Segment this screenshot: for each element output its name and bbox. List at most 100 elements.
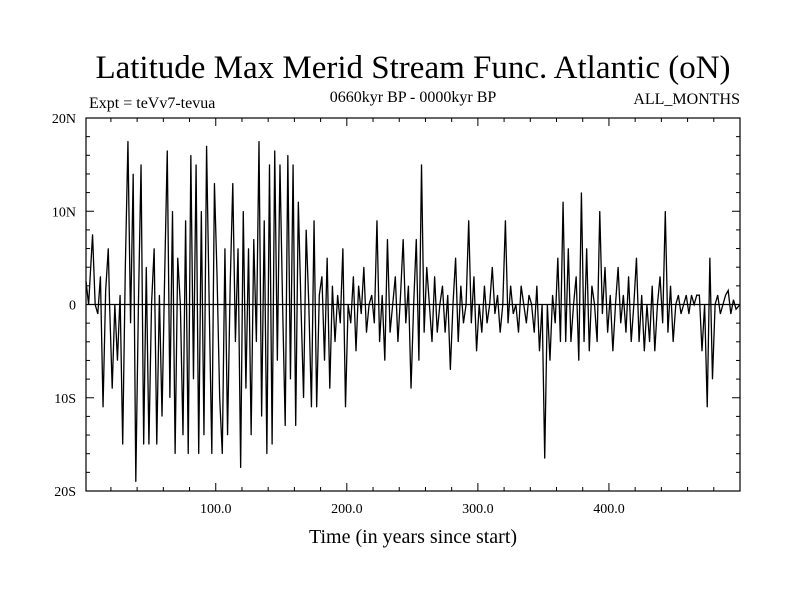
data-point <box>216 276 218 277</box>
data-point <box>533 332 535 333</box>
data-point <box>683 304 685 305</box>
data-point <box>617 266 619 268</box>
data-point <box>195 164 197 166</box>
data-point <box>659 276 661 277</box>
data-point <box>528 294 530 296</box>
data-point <box>478 304 480 305</box>
data-point <box>271 443 273 445</box>
data-point <box>143 443 145 445</box>
data-point <box>426 266 428 268</box>
data-point <box>394 276 396 277</box>
data-point <box>657 304 658 305</box>
data-point <box>219 397 221 399</box>
data-point <box>586 248 588 249</box>
data-point <box>206 145 207 147</box>
data-point <box>651 285 653 287</box>
data-point <box>266 453 268 455</box>
data-point <box>557 257 559 259</box>
data-point <box>284 425 286 427</box>
data-point <box>240 467 242 469</box>
data-point <box>237 248 239 249</box>
data-point <box>203 434 205 436</box>
data-point <box>274 150 276 152</box>
data-point <box>696 294 698 296</box>
data-point <box>332 285 333 287</box>
data-point <box>308 304 310 305</box>
data-point <box>604 266 606 268</box>
data-point <box>111 388 113 389</box>
data-point <box>578 360 580 361</box>
data-point <box>169 397 171 399</box>
data-point <box>127 140 129 142</box>
data-point <box>397 341 399 343</box>
data-point <box>161 416 163 417</box>
data-point <box>573 304 574 305</box>
data-point <box>105 290 107 291</box>
data-point <box>124 266 126 268</box>
data-point <box>287 154 289 156</box>
data-point <box>439 304 441 305</box>
data-point <box>242 210 244 212</box>
data-point <box>460 285 462 287</box>
data-point <box>484 285 485 287</box>
data-point <box>633 304 635 305</box>
y-tick-label: 10N <box>52 205 76 220</box>
data-point <box>384 360 386 361</box>
data-point <box>373 322 375 324</box>
data-point <box>263 220 265 221</box>
data-point <box>489 304 491 305</box>
data-point <box>581 192 582 194</box>
data-point <box>730 313 732 315</box>
data-point <box>486 322 488 324</box>
data-point <box>473 276 475 277</box>
data-point <box>714 304 716 305</box>
data-point <box>599 210 601 212</box>
data-point <box>520 285 522 287</box>
data-point <box>305 229 307 231</box>
data-point <box>431 341 433 343</box>
data-point <box>539 350 540 352</box>
data-point <box>630 341 632 343</box>
data-point <box>295 425 297 427</box>
data-point <box>672 341 674 343</box>
data-point <box>591 285 593 287</box>
data-point <box>536 285 538 287</box>
data-point <box>560 341 561 343</box>
x-tick-label: 100.0 <box>200 502 232 517</box>
data-point <box>449 369 451 371</box>
data-point <box>549 360 551 361</box>
data-point <box>625 332 627 333</box>
data-point <box>638 341 640 343</box>
data-point <box>442 285 443 287</box>
data-point <box>148 443 150 445</box>
data-point <box>523 304 525 305</box>
data-point <box>318 294 320 296</box>
data-point <box>250 434 252 436</box>
data-point <box>261 416 263 417</box>
data-point <box>675 304 677 305</box>
data-point <box>334 341 336 343</box>
data-point <box>324 360 325 361</box>
data-point <box>481 332 483 333</box>
data-point <box>499 332 501 333</box>
plot-frame <box>85 117 741 492</box>
data-point <box>607 332 609 333</box>
y-tick-label: 0 <box>69 299 76 314</box>
data-point <box>117 360 118 361</box>
x-axis-label: Time (in years since start) <box>309 526 517 548</box>
data-point <box>193 378 194 380</box>
data-point <box>122 443 124 445</box>
data-point <box>662 322 664 324</box>
data-point <box>709 257 711 259</box>
data-point <box>402 238 404 240</box>
data-point <box>615 304 616 305</box>
data-point <box>140 164 142 166</box>
data-point <box>541 304 543 305</box>
data-point <box>444 332 446 333</box>
data-point <box>583 341 585 343</box>
data-point <box>303 397 304 399</box>
data-point <box>457 341 459 343</box>
data-point <box>114 304 116 305</box>
data-point <box>646 304 648 305</box>
data-point <box>667 332 669 333</box>
